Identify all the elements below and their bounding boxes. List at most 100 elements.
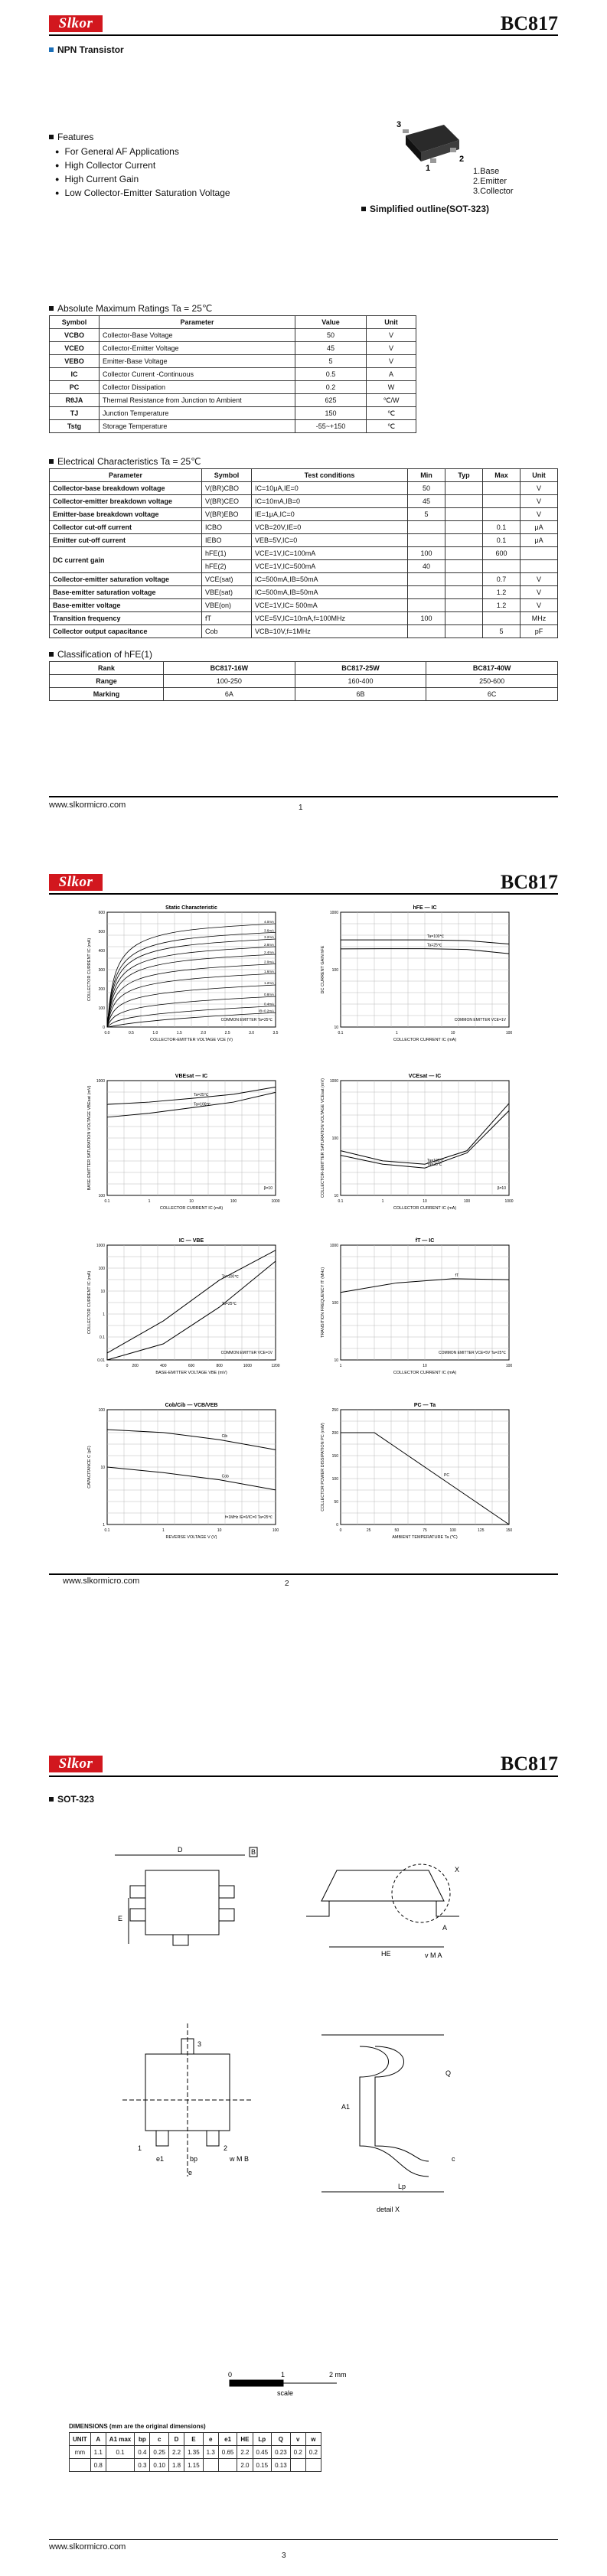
series-label: Ta=100℃ [222,1275,240,1280]
footer-rule [49,1573,558,1575]
x-tick-label: 1.0 [152,1031,158,1035]
amr-symbol: PC [49,380,100,394]
series-label: Ta=100℃ [427,1159,445,1163]
x-tick-label: 75 [423,1528,427,1533]
ec-unit: V [520,585,558,599]
x-tick-label: 0.1 [338,1199,344,1204]
x-tick-label: 100 [272,1528,279,1533]
ec-condition: VCB=20V,IE=0 [251,520,408,534]
dims-header: v [289,2432,306,2446]
series-label: Cib [222,1434,228,1439]
x-tick-label: 0 [106,1364,109,1368]
amr-value: 0.2 [295,380,367,394]
chart-note: COMMON EMITTER VCE=5V Ta=25℃ [439,1351,506,1355]
y-tick-label: 10 [100,1466,105,1470]
ec-max [482,559,521,573]
footer-url[interactable]: www.slkormicro.com [63,1577,140,1586]
table-row: Range 100-250 160-400 250-600 [49,674,558,688]
ec-symbol: VBE(on) [201,598,252,612]
series-label: 4.0mA [264,920,274,924]
y-tick-label: 1000 [330,1244,338,1248]
bullet-square-icon [49,1797,54,1802]
x-tick-label: 3.0 [249,1031,254,1035]
y-tick-label: 100 [332,1136,339,1141]
ec-min [407,585,445,599]
bullet-square-icon [49,459,54,464]
page-number: 1 [299,804,303,812]
dim-label: HE [381,1950,391,1958]
series-label: Ta=25℃ [427,1162,442,1167]
ec-min [407,572,445,586]
table-row: Tstg Storage Temperature -55~+150 ℃ [49,419,416,433]
feature-item: Low Collector-Emitter Saturation Voltage [55,187,230,201]
pin-label: 3.Collector [473,187,514,196]
part-number: BC817 [500,1753,558,1775]
amr-header: Value [295,315,367,329]
series-line [106,946,276,1028]
ec-max [482,611,521,625]
x-tick-label: 1200 [271,1364,279,1368]
amr-parameter: Emitter-Base Voltage [99,354,295,368]
table-row: VCBO Collector-Base Voltage 50 V [49,328,416,342]
series-line [106,996,276,1028]
ec-min [407,533,445,547]
brand-logo: Slkor [49,15,103,32]
x-axis-label: COLLECTOR CURRENT IC (mA) [393,1038,456,1042]
amr-symbol: TJ [49,406,100,420]
ec-header: Min [407,468,445,482]
x-axis-label: COLLECTOR CURRENT IC (mA) [393,1206,456,1211]
y-tick-label: 200 [99,987,106,992]
chart-title: Static Characteristic [165,905,217,911]
y-tick-label: 400 [99,949,106,954]
ec-typ [445,520,483,534]
table-row: Collector cut-off current ICBO VCB=20V,IE=… [49,520,558,534]
characteristic-charts: Static Characteristic 0.0 0.5 1.0 1.5 2.0 2.5 3… [87,905,514,1540]
ec-typ [445,611,483,625]
x-tick-label: 1 [148,1199,151,1204]
series-line [106,964,276,1028]
ec-condition: VCB=10V,f=1MHz [251,624,408,638]
ec-header: Max [482,468,521,482]
chart-title: PC — Ta [414,1403,436,1408]
dims-cell: 0.65 [217,2445,238,2459]
ec-typ [445,598,483,612]
dims-cell: mm [69,2445,91,2459]
chart-title: Cob/Cib — VCB/VEB [165,1403,218,1408]
dims-cell: 0.13 [271,2458,291,2472]
ec-min: 45 [407,494,445,508]
y-axis-label: COLLECTOR-EMITTER SATURATION VOLTAGE VCE… [321,1078,325,1198]
brand-logo: Slkor [49,1756,103,1772]
dims-header: w [305,2432,321,2446]
dims-cell: 0.10 [149,2458,169,2472]
ec-typ [445,624,483,638]
dim-label: c [452,2155,455,2163]
dims-cell: 1.8 [168,2458,185,2472]
amr-value: 50 [295,328,367,342]
ec-max: 600 [482,546,521,560]
ec-max: 0.1 [482,520,521,534]
ec-typ [445,533,483,547]
y-tick-label: 1000 [96,1244,105,1248]
ec-condition: IE=1μA,IC=0 [251,507,408,521]
page-number: 3 [282,2552,286,2560]
x-tick-label: 10 [189,1199,194,1204]
x-tick-label: 2.5 [225,1031,230,1035]
footer-url[interactable]: www.slkormicro.com [49,2542,126,2552]
chart-note: COMMON EMITTER VCE=1V [221,1351,273,1355]
amr-value: 5 [295,354,367,368]
y-tick-label: 1000 [330,1079,338,1084]
subtitle-text: NPN Transistor [57,44,124,55]
y-axis-label: COLLECTOR POWER DISSIPATION PC (mW) [321,1423,325,1511]
series-line [340,1103,510,1165]
x-tick-label: 0.1 [338,1031,344,1035]
series-label: 0.8mA [264,993,274,996]
dims-cell: 1.3 [202,2445,219,2459]
y-tick-label: 0 [336,1523,338,1528]
footer-url[interactable]: www.slkormicro.com [49,801,126,810]
ec-parameter: Collector-base breakdown voltage [49,481,202,495]
table-row: Emitter cut-off current IEBO VEB=5V,IC=0 0.… [49,533,558,547]
chart-note: COMMON EMITTER VCE=1V [455,1018,507,1022]
table-row: mm 1.1 0.1 0.4 0.25 2.2 1.35 1.3 0.65 2.2 0.45 0.23… [69,2445,321,2459]
series-line [341,939,510,944]
dims-cell: 0.1 [105,2445,135,2459]
